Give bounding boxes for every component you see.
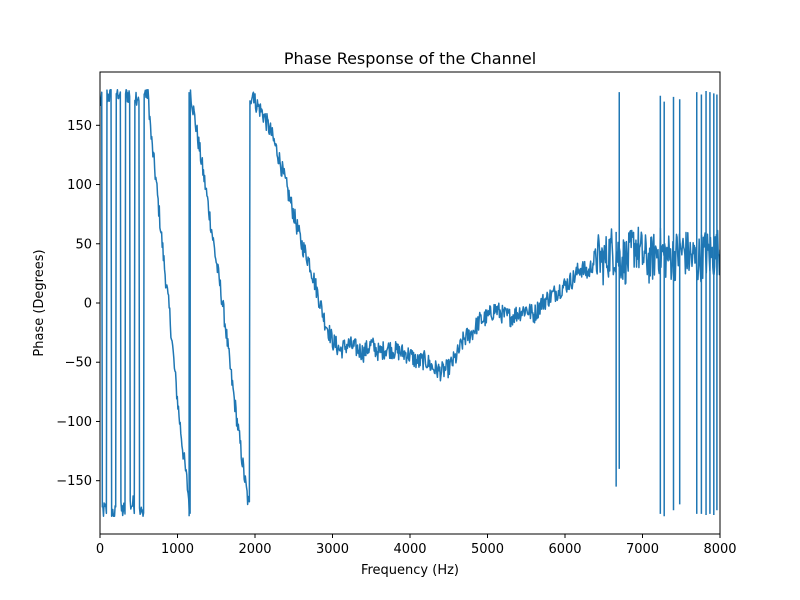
y-tick-label: −150 [56,474,92,489]
x-tick-label: 0 [96,542,104,557]
y-tick-label: −100 [56,415,92,430]
chart-title: Phase Response of the Channel [284,49,536,68]
x-tick-label: 1000 [161,542,194,557]
x-tick-label: 6000 [548,542,581,557]
x-axis: 0 1000 2000 3000 4000 5000 6000 7000 8000 [96,534,737,557]
x-tick-label: 4000 [393,542,426,557]
y-tick-label: 100 [67,178,92,193]
y-tick-label: 150 [67,119,92,134]
x-axis-label: Frequency (Hz) [361,563,459,578]
y-tick-label: −50 [65,356,92,371]
x-tick-label: 2000 [238,542,271,557]
series-layer [100,89,720,517]
y-tick-label: 0 [84,297,92,312]
x-tick-label: 8000 [703,542,736,557]
y-axis: −150 −100 −50 0 50 100 150 [56,119,100,489]
x-tick-label: 5000 [471,542,504,557]
x-tick-label: 3000 [316,542,349,557]
y-tick-label: 50 [75,237,92,252]
x-tick-label: 7000 [626,542,659,557]
y-axis-label: Phase (Degrees) [32,249,47,356]
plot-area [99,71,721,535]
